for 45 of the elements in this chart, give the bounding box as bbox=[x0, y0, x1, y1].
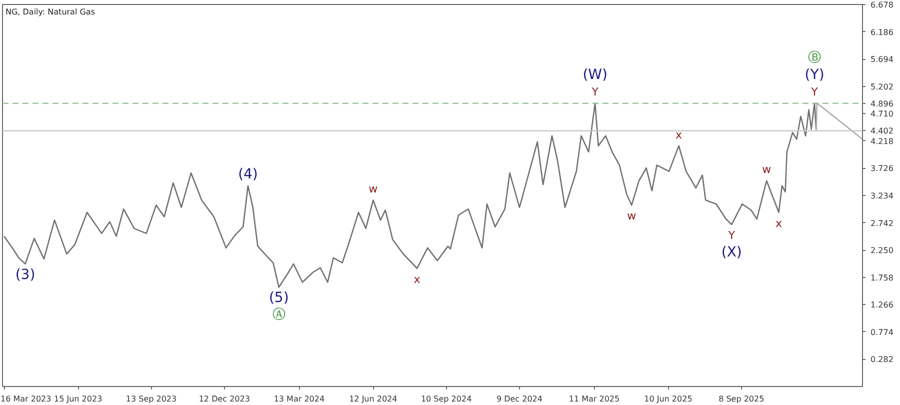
x-tick-label: 10 Sep 2024 bbox=[420, 394, 472, 404]
y-tick-label: 4.218 bbox=[870, 136, 894, 146]
annotation: Y bbox=[727, 229, 736, 242]
x-tick-label: 12 Jun 2024 bbox=[349, 394, 398, 404]
y-tick-label: 1.758 bbox=[870, 273, 894, 282]
annotation: (3) bbox=[15, 266, 36, 283]
annotation: (4) bbox=[238, 166, 258, 183]
annotation: Ⓐ bbox=[272, 308, 286, 323]
annotation: (X) bbox=[721, 244, 742, 261]
annotation: (W) bbox=[582, 67, 608, 84]
ref-line-label: 4.896 bbox=[870, 99, 894, 108]
annotation: Y bbox=[810, 86, 818, 99]
y-tick-label: 6.186 bbox=[870, 28, 894, 37]
x-tick-label: 13 Mar 2024 bbox=[274, 394, 325, 404]
annotation: Y bbox=[590, 86, 599, 99]
x-tick-label: 9 Dec 2024 bbox=[496, 394, 542, 404]
y-tick-label: 3.234 bbox=[870, 192, 894, 200]
y-tick-label: 3.726 bbox=[870, 164, 894, 174]
annotation: w bbox=[368, 182, 378, 196]
x-tick-label: 15 Jun 2023 bbox=[54, 394, 102, 404]
annotation: (5) bbox=[268, 290, 289, 306]
y-tick-label: 2.742 bbox=[870, 218, 894, 228]
ref-line-label: 4.402 bbox=[870, 126, 894, 136]
x-tick-label: 8 Sep 2025 bbox=[718, 394, 764, 404]
y-tick-label: 4.710 bbox=[870, 110, 894, 119]
chart-title: NG, Daily: Natural Gas bbox=[6, 8, 95, 16]
annotation: w bbox=[762, 163, 772, 176]
y-tick-label: 0.282 bbox=[870, 355, 894, 364]
annotation: x bbox=[776, 216, 783, 230]
x-tick-label: 10 Jun 2025 bbox=[644, 394, 692, 404]
y-tick-label: 1.266 bbox=[870, 300, 894, 310]
y-tick-label: 5.694 bbox=[870, 55, 894, 64]
annotation: Ⓑ bbox=[808, 50, 822, 66]
y-tick-label: 2.250 bbox=[870, 246, 894, 256]
annotation: x bbox=[414, 272, 421, 286]
annotation: (Y) bbox=[804, 67, 824, 84]
y-tick-label: 5.202 bbox=[870, 82, 894, 92]
y-tick-label: 6.678 bbox=[870, 0, 894, 10]
x-tick-label: 12 Dec 2023 bbox=[198, 394, 250, 404]
annotation: w bbox=[627, 210, 636, 223]
y-tick-label: 0.774 bbox=[870, 328, 894, 337]
x-tick-label: 13 Sep 2023 bbox=[126, 394, 177, 404]
annotation: x bbox=[676, 128, 683, 142]
x-tick-label: 11 Mar 2025 bbox=[568, 394, 620, 404]
x-tick-label: 16 Mar 2023 bbox=[0, 394, 52, 404]
